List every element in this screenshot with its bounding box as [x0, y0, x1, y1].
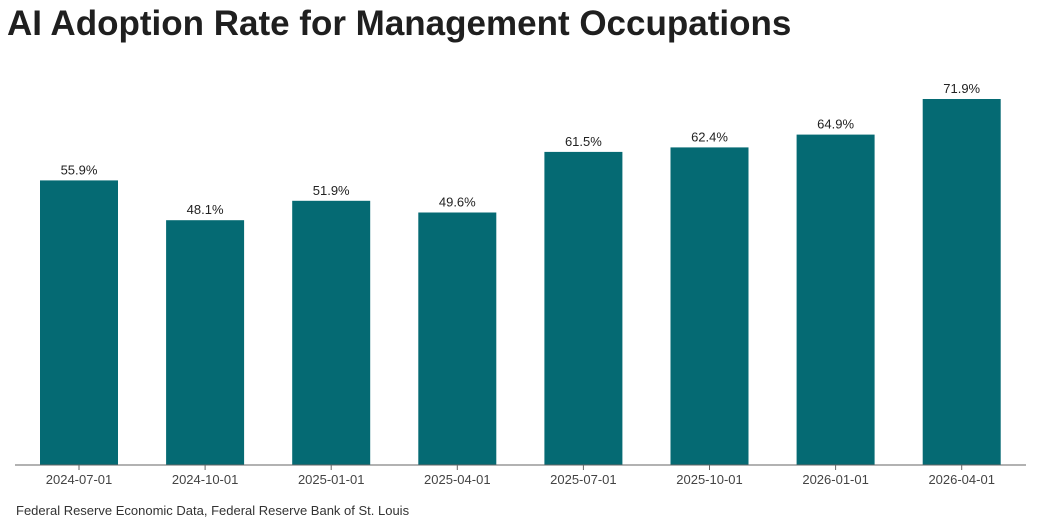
x-axis-ticks: [78, 465, 963, 470]
data-label-2025-07-01: 61.5%: [565, 134, 602, 149]
bar-2024-07-01: [40, 180, 118, 465]
data-label-2025-01-01: 51.9%: [313, 183, 350, 198]
x-tick-label-2025-07-01: 2025-07-01: [550, 472, 617, 487]
chart-title: AI Adoption Rate for Management Occupati…: [7, 4, 792, 43]
x-tick-label-2024-10-01: 2024-10-01: [172, 472, 239, 487]
bar-2026-04-01: [922, 99, 1001, 465]
x-tick-label-2025-10-01: 2025-10-01: [676, 472, 743, 487]
bar-2025-10-01: [670, 147, 749, 465]
data-label-2026-04-01: 71.9%: [943, 81, 980, 96]
bar-2025-01-01: [292, 200, 371, 466]
x-tick-label-2026-01-01: 2026-01-01: [802, 472, 869, 487]
source-note: Federal Reserve Economic Data, Federal R…: [16, 503, 410, 518]
bar-2024-10-01: [166, 220, 245, 465]
x-tick-label-2025-04-01: 2025-04-01: [424, 472, 491, 487]
data-label-2024-10-01: 48.1%: [187, 202, 224, 217]
data-label-2025-10-01: 62.4%: [691, 129, 728, 144]
bar-2025-07-01: [544, 151, 623, 465]
data-labels-group: 55.9% 48.1% 51.9% 49.6% 61.5% 62.4% 64.9% 71.9%: [61, 81, 981, 217]
data-label-2024-07-01: 55.9%: [61, 162, 98, 177]
bar-2026-01-01: [796, 134, 875, 465]
x-tick-label-2024-07-01: 2024-07-01: [46, 472, 113, 487]
x-tick-label-2026-04-01: 2026-04-01: [928, 472, 995, 487]
data-label-2025-04-01: 49.6%: [439, 195, 476, 210]
data-label-2026-01-01: 64.9%: [817, 117, 854, 132]
bar-2025-04-01: [418, 212, 497, 465]
x-tick-label-2025-01-01: 2025-01-01: [298, 472, 365, 487]
x-axis-tick-labels: 2024-07-01 2024-10-01 2025-01-01 2025-04-01…: [46, 472, 995, 487]
bars-group: [40, 99, 1001, 466]
